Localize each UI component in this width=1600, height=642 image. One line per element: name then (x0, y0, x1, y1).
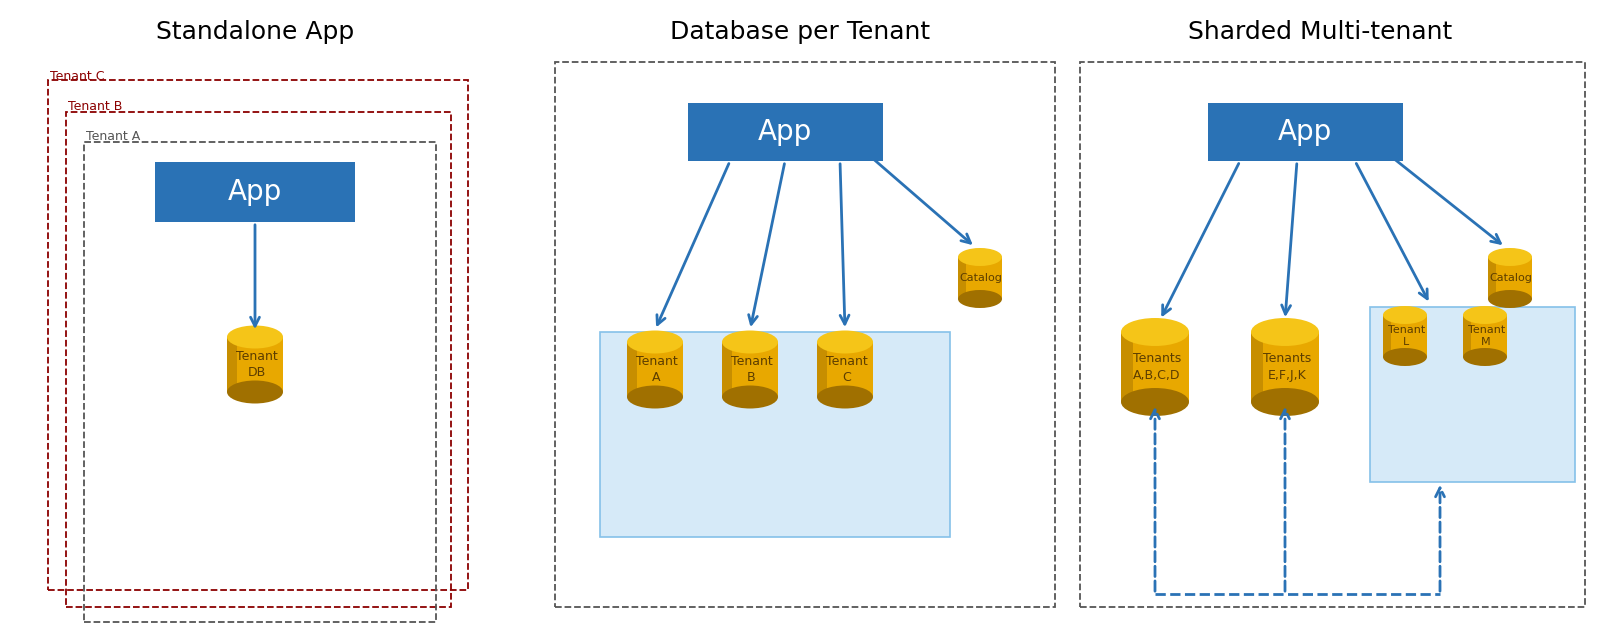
Ellipse shape (1122, 318, 1189, 346)
Bar (688, 103, 883, 161)
Bar (1382, 315, 1390, 357)
Bar (1488, 257, 1496, 299)
Bar (1462, 315, 1507, 357)
Text: Tenant C: Tenant C (50, 71, 104, 83)
Bar (1122, 332, 1133, 402)
Text: Tenants
E,F,J,K: Tenants E,F,J,K (1262, 352, 1310, 381)
Text: Tenant B: Tenant B (67, 101, 122, 114)
Bar (958, 257, 966, 299)
Ellipse shape (1122, 388, 1189, 416)
Text: Tenant
M: Tenant M (1467, 325, 1504, 347)
Ellipse shape (227, 325, 283, 349)
Ellipse shape (1488, 248, 1533, 266)
Text: Tenant
DB: Tenant DB (235, 350, 277, 379)
Ellipse shape (1462, 306, 1507, 324)
Bar (1382, 315, 1427, 357)
Ellipse shape (627, 385, 683, 408)
Text: Tenant
L: Tenant L (1387, 325, 1424, 347)
Ellipse shape (227, 381, 283, 404)
Ellipse shape (958, 290, 1002, 308)
Bar (1462, 315, 1470, 357)
Ellipse shape (722, 385, 778, 408)
Bar (600, 332, 950, 537)
Bar (1488, 257, 1533, 299)
Bar (83, 142, 435, 622)
Bar (1370, 307, 1574, 482)
Bar (155, 162, 355, 222)
Bar (818, 342, 827, 397)
Bar (1251, 332, 1262, 402)
Bar (1251, 332, 1318, 402)
Bar (555, 62, 1054, 607)
Bar (1080, 62, 1586, 607)
Text: Tenant A: Tenant A (86, 130, 141, 144)
Ellipse shape (1488, 290, 1533, 308)
Bar (227, 337, 283, 392)
Text: App: App (227, 178, 282, 206)
Ellipse shape (722, 331, 778, 354)
Text: Database per Tenant: Database per Tenant (670, 20, 930, 44)
Ellipse shape (958, 248, 1002, 266)
Bar (722, 342, 731, 397)
Bar (818, 342, 874, 397)
Text: Tenants
A,B,C,D: Tenants A,B,C,D (1133, 352, 1181, 381)
Ellipse shape (818, 385, 874, 408)
Text: Tenant
A: Tenant A (635, 355, 677, 384)
Bar (627, 342, 637, 397)
Bar (1208, 103, 1403, 161)
Bar (227, 337, 237, 392)
Bar (48, 80, 467, 590)
Bar (722, 342, 778, 397)
Bar (1122, 332, 1189, 402)
Text: Catalog: Catalog (1490, 273, 1533, 283)
Text: App: App (1278, 118, 1333, 146)
Text: Catalog: Catalog (960, 273, 1003, 283)
Text: Standalone App: Standalone App (155, 20, 354, 44)
Text: Tenant
C: Tenant C (826, 355, 867, 384)
Bar (627, 342, 683, 397)
Ellipse shape (1462, 348, 1507, 366)
Ellipse shape (1251, 388, 1318, 416)
Ellipse shape (1382, 348, 1427, 366)
Ellipse shape (1382, 306, 1427, 324)
Bar (958, 257, 1002, 299)
Ellipse shape (1251, 318, 1318, 346)
Text: Sharded Multi-tenant: Sharded Multi-tenant (1187, 20, 1453, 44)
Text: Tenant
B: Tenant B (731, 355, 773, 384)
Bar (66, 112, 451, 607)
Text: App: App (758, 118, 813, 146)
Ellipse shape (818, 331, 874, 354)
Ellipse shape (627, 331, 683, 354)
